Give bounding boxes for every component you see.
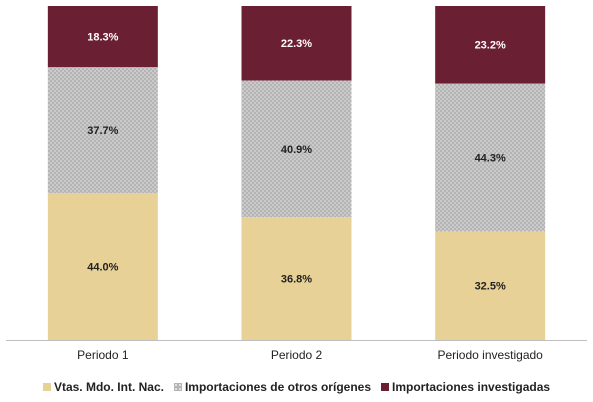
bar-segment-3-2	[241, 6, 352, 81]
legend-swatch	[381, 383, 389, 391]
data-label-2-2: 40.9%	[281, 144, 312, 156]
bars-group: 44.0% 37.7% 18.3% 36.8% 40.9% 22.3% 32.5% 44.3%…	[47, 6, 546, 340]
data-label-1-3: 32.5%	[475, 281, 506, 293]
bar-segment-1-3	[435, 231, 546, 340]
data-label-3-1: 18.3%	[87, 32, 118, 44]
legend-label: Importaciones investigadas	[392, 380, 551, 394]
legend-item-2: Importaciones de otros orígenes	[173, 380, 371, 394]
bar-segment-1-1	[47, 193, 158, 340]
bar-segment-2-2	[241, 80, 352, 218]
data-label-3-3: 23.2%	[475, 40, 506, 52]
legend-label: Importaciones de otros orígenes	[184, 380, 371, 394]
x-tick-label: Periodo 2	[271, 348, 323, 362]
bar-segment-2-1	[47, 67, 158, 194]
x-tick-label: Periodo 1	[77, 348, 129, 362]
data-label-3-2: 22.3%	[281, 38, 312, 50]
data-label-2-3: 44.3%	[475, 152, 506, 164]
bar-segment-3-3	[435, 6, 546, 84]
bar-segment-1-2	[241, 217, 352, 340]
bar-segment-3-1	[47, 6, 158, 68]
legend-swatch	[42, 383, 51, 391]
legend-item-1: Vtas. Mdo. Int. Nac.	[42, 380, 164, 394]
legend-item-3: Importaciones investigadas	[381, 380, 550, 394]
legend-swatch	[173, 383, 182, 391]
data-label-2-1: 37.7%	[87, 125, 118, 137]
stacked-bar-chart: 44.0% 37.7% 18.3% 36.8% 40.9% 22.3% 32.5% 44.3%…	[6, 6, 587, 362]
bar-segment-2-3	[435, 83, 546, 232]
x-tick-labels: Periodo 1 Periodo 2 Periodo investigado	[77, 348, 543, 362]
data-label-1-2: 36.8%	[281, 274, 312, 286]
legend-label: Vtas. Mdo. Int. Nac.	[53, 380, 164, 394]
legend: Vtas. Mdo. Int. Nac. Importaciones de otr…	[0, 380, 593, 394]
x-tick-label: Periodo investigado	[437, 348, 543, 362]
data-label-1-1: 44.0%	[87, 262, 118, 274]
